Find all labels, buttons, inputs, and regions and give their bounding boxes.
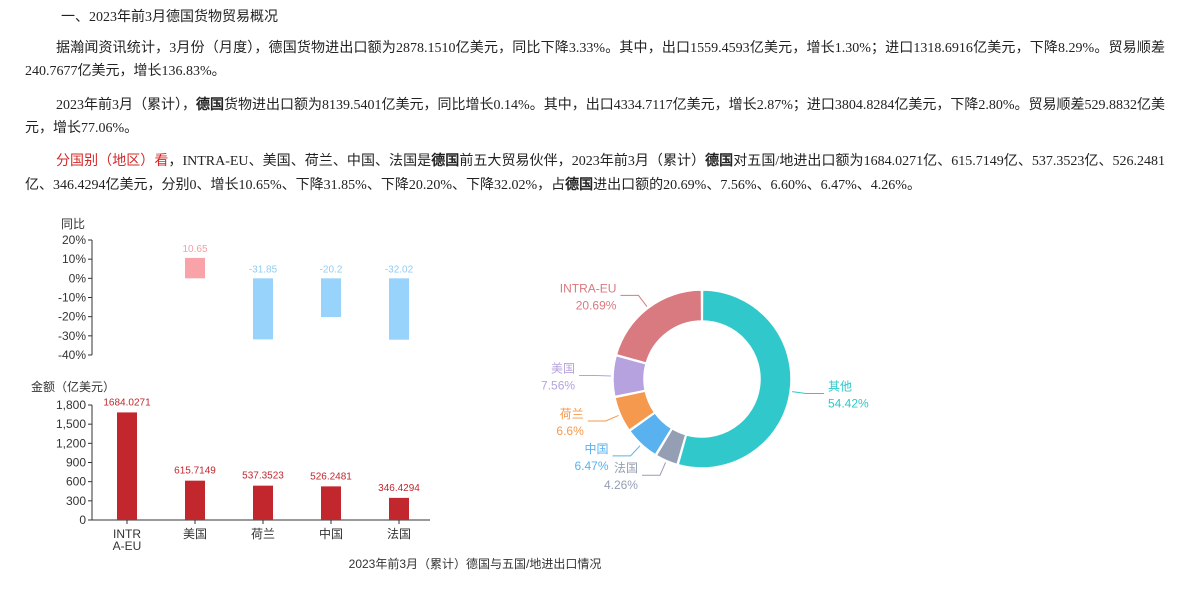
donut-leader-line	[620, 294, 648, 307]
donut-leader-line	[612, 445, 641, 457]
amount-y-tick-label: 600	[66, 475, 86, 489]
p2-text-a: 2023年前3月（累计），	[56, 98, 197, 113]
donut-slice-percent: 20.69%	[576, 298, 617, 312]
paragraph-partners: 分国别（地区）看，INTRA-EU、美国、荷兰、中国、法国是德国前五大贸易伙伴，…	[25, 149, 1165, 197]
amount-bar-label: 346.4294	[378, 483, 420, 494]
growth-bar-label: -31.85	[249, 264, 278, 275]
p3-red-lead: 分国别（地区）看	[56, 154, 169, 169]
growth-y-tick-label: 0%	[69, 271, 87, 285]
amount-y-tick-label: 300	[66, 494, 86, 508]
amount-bar-label: 615.7149	[174, 466, 216, 477]
share-donut-chart: 其他 54.42% 法国 4.26% 中国 6.47% 荷兰 6.6% 美国 7.56% INTRA…	[541, 281, 869, 492]
growth-bar-chart: 同比 20% 10% 0% -10% -20% -30% -40% 10.65 -31.85 -20…	[58, 217, 414, 362]
amount-bar-label: 537.3523	[242, 471, 284, 482]
amount-category-label: INTR	[113, 527, 141, 541]
donut-leader-line	[792, 391, 824, 395]
donut-leader-line	[587, 414, 619, 422]
growth-axis-title: 同比	[61, 217, 85, 231]
donut-slice-percent: 54.42%	[828, 397, 869, 411]
donut-slice-percent: 7.56%	[541, 379, 575, 393]
amount-bar	[321, 486, 341, 520]
p3-text-c: 前五大贸易伙伴，2023年前3月（累计）	[459, 154, 706, 169]
amount-category-label: A-EU	[113, 539, 142, 553]
growth-bar-label: -32.02	[385, 264, 414, 275]
growth-y-tick-label: 20%	[62, 233, 86, 247]
amount-bar-label: 526.2481	[310, 471, 352, 482]
donut-leader-line	[641, 462, 667, 476]
growth-bar	[389, 278, 409, 340]
growth-y-tick-label: -40%	[58, 348, 86, 362]
section-heading: 一、2023年前3月德国货物贸易概况	[61, 10, 278, 25]
donut-slice	[612, 354, 647, 398]
donut-slice-name: 荷兰	[560, 407, 584, 421]
donut-slice-name: 其他	[828, 380, 852, 394]
donut-slice-name: 美国	[551, 362, 575, 376]
amount-bar	[253, 485, 273, 520]
amount-y-tick-label: 1,200	[56, 436, 86, 450]
growth-y-tick-label: -10%	[58, 291, 86, 305]
amount-bar	[185, 480, 205, 520]
growth-y-tick-label: -30%	[58, 329, 86, 343]
amount-category-label: 中国	[319, 526, 343, 541]
growth-bar-label: 10.65	[182, 244, 207, 255]
amount-bar	[117, 412, 137, 520]
p3-text-e: 对五国/地进出口额为1684.0271亿、615.7149亿、537.3523亿…	[25, 154, 1166, 193]
donut-slice	[677, 289, 792, 469]
amount-y-tick-label: 1,500	[56, 417, 86, 431]
donut-slice-name: 法国	[614, 461, 638, 475]
donut-slice	[615, 289, 703, 365]
donut-slice	[628, 411, 673, 456]
growth-bar	[321, 278, 341, 318]
growth-bar	[185, 257, 205, 279]
growth-y-tick-label: -20%	[58, 310, 86, 324]
p3-country-2: 德国	[705, 152, 734, 168]
donut-slice-name: INTRA-EU	[560, 281, 617, 295]
p2-country: 德国	[196, 96, 225, 112]
amount-bar-label: 1684.0271	[103, 397, 151, 408]
amount-category-label: 法国	[387, 527, 411, 541]
growth-y-tick-label: 10%	[62, 252, 86, 266]
chart-caption: 2023年前3月（累计）德国与五国/地进出口情况	[349, 556, 602, 571]
donut-slice-percent: 6.47%	[575, 459, 609, 473]
paragraph-cumulative: 2023年前3月（累计），德国货物进出口额为8139.5401亿美元，同比增长0…	[25, 93, 1165, 140]
p3-text-g: 进出口额的20.69%、7.56%、6.60%、6.47%、4.26%。	[593, 178, 921, 193]
donut-slice-percent: 4.26%	[604, 478, 638, 492]
p3-text-a: ，INTRA-EU、美国、荷兰、中国、法国是	[168, 154, 432, 169]
amount-axis-title: 金额（亿美元）	[31, 379, 115, 394]
amount-category-label: 荷兰	[251, 527, 275, 541]
donut-slice-percent: 6.6%	[556, 424, 584, 438]
p2-text-c: 货物进出口额为8139.5401亿美元，同比增长0.14%。其中，出口4334.…	[25, 98, 1166, 136]
growth-bar-label: -20.2	[320, 264, 343, 275]
growth-bar	[253, 278, 273, 340]
amount-y-tick-label: 1,800	[56, 398, 86, 412]
amount-bar-chart: 金额（亿美元） 1,800 1,500 1,200 900 600 300 0 1684.027…	[31, 379, 430, 553]
donut-slice	[614, 390, 656, 432]
p3-country-1: 德国	[431, 152, 460, 168]
amount-y-tick-label: 900	[66, 456, 86, 470]
paragraph-monthly: 据瀚闻资讯统计，3月份（月度），德国货物进出口额为2878.1510亿美元，同比…	[25, 41, 1165, 79]
amount-y-tick-label: 0	[79, 513, 86, 527]
donut-slice-name: 中国	[585, 441, 609, 456]
amount-bar	[389, 497, 409, 520]
p3-country-3: 德国	[565, 176, 594, 192]
amount-category-label: 美国	[183, 527, 207, 541]
